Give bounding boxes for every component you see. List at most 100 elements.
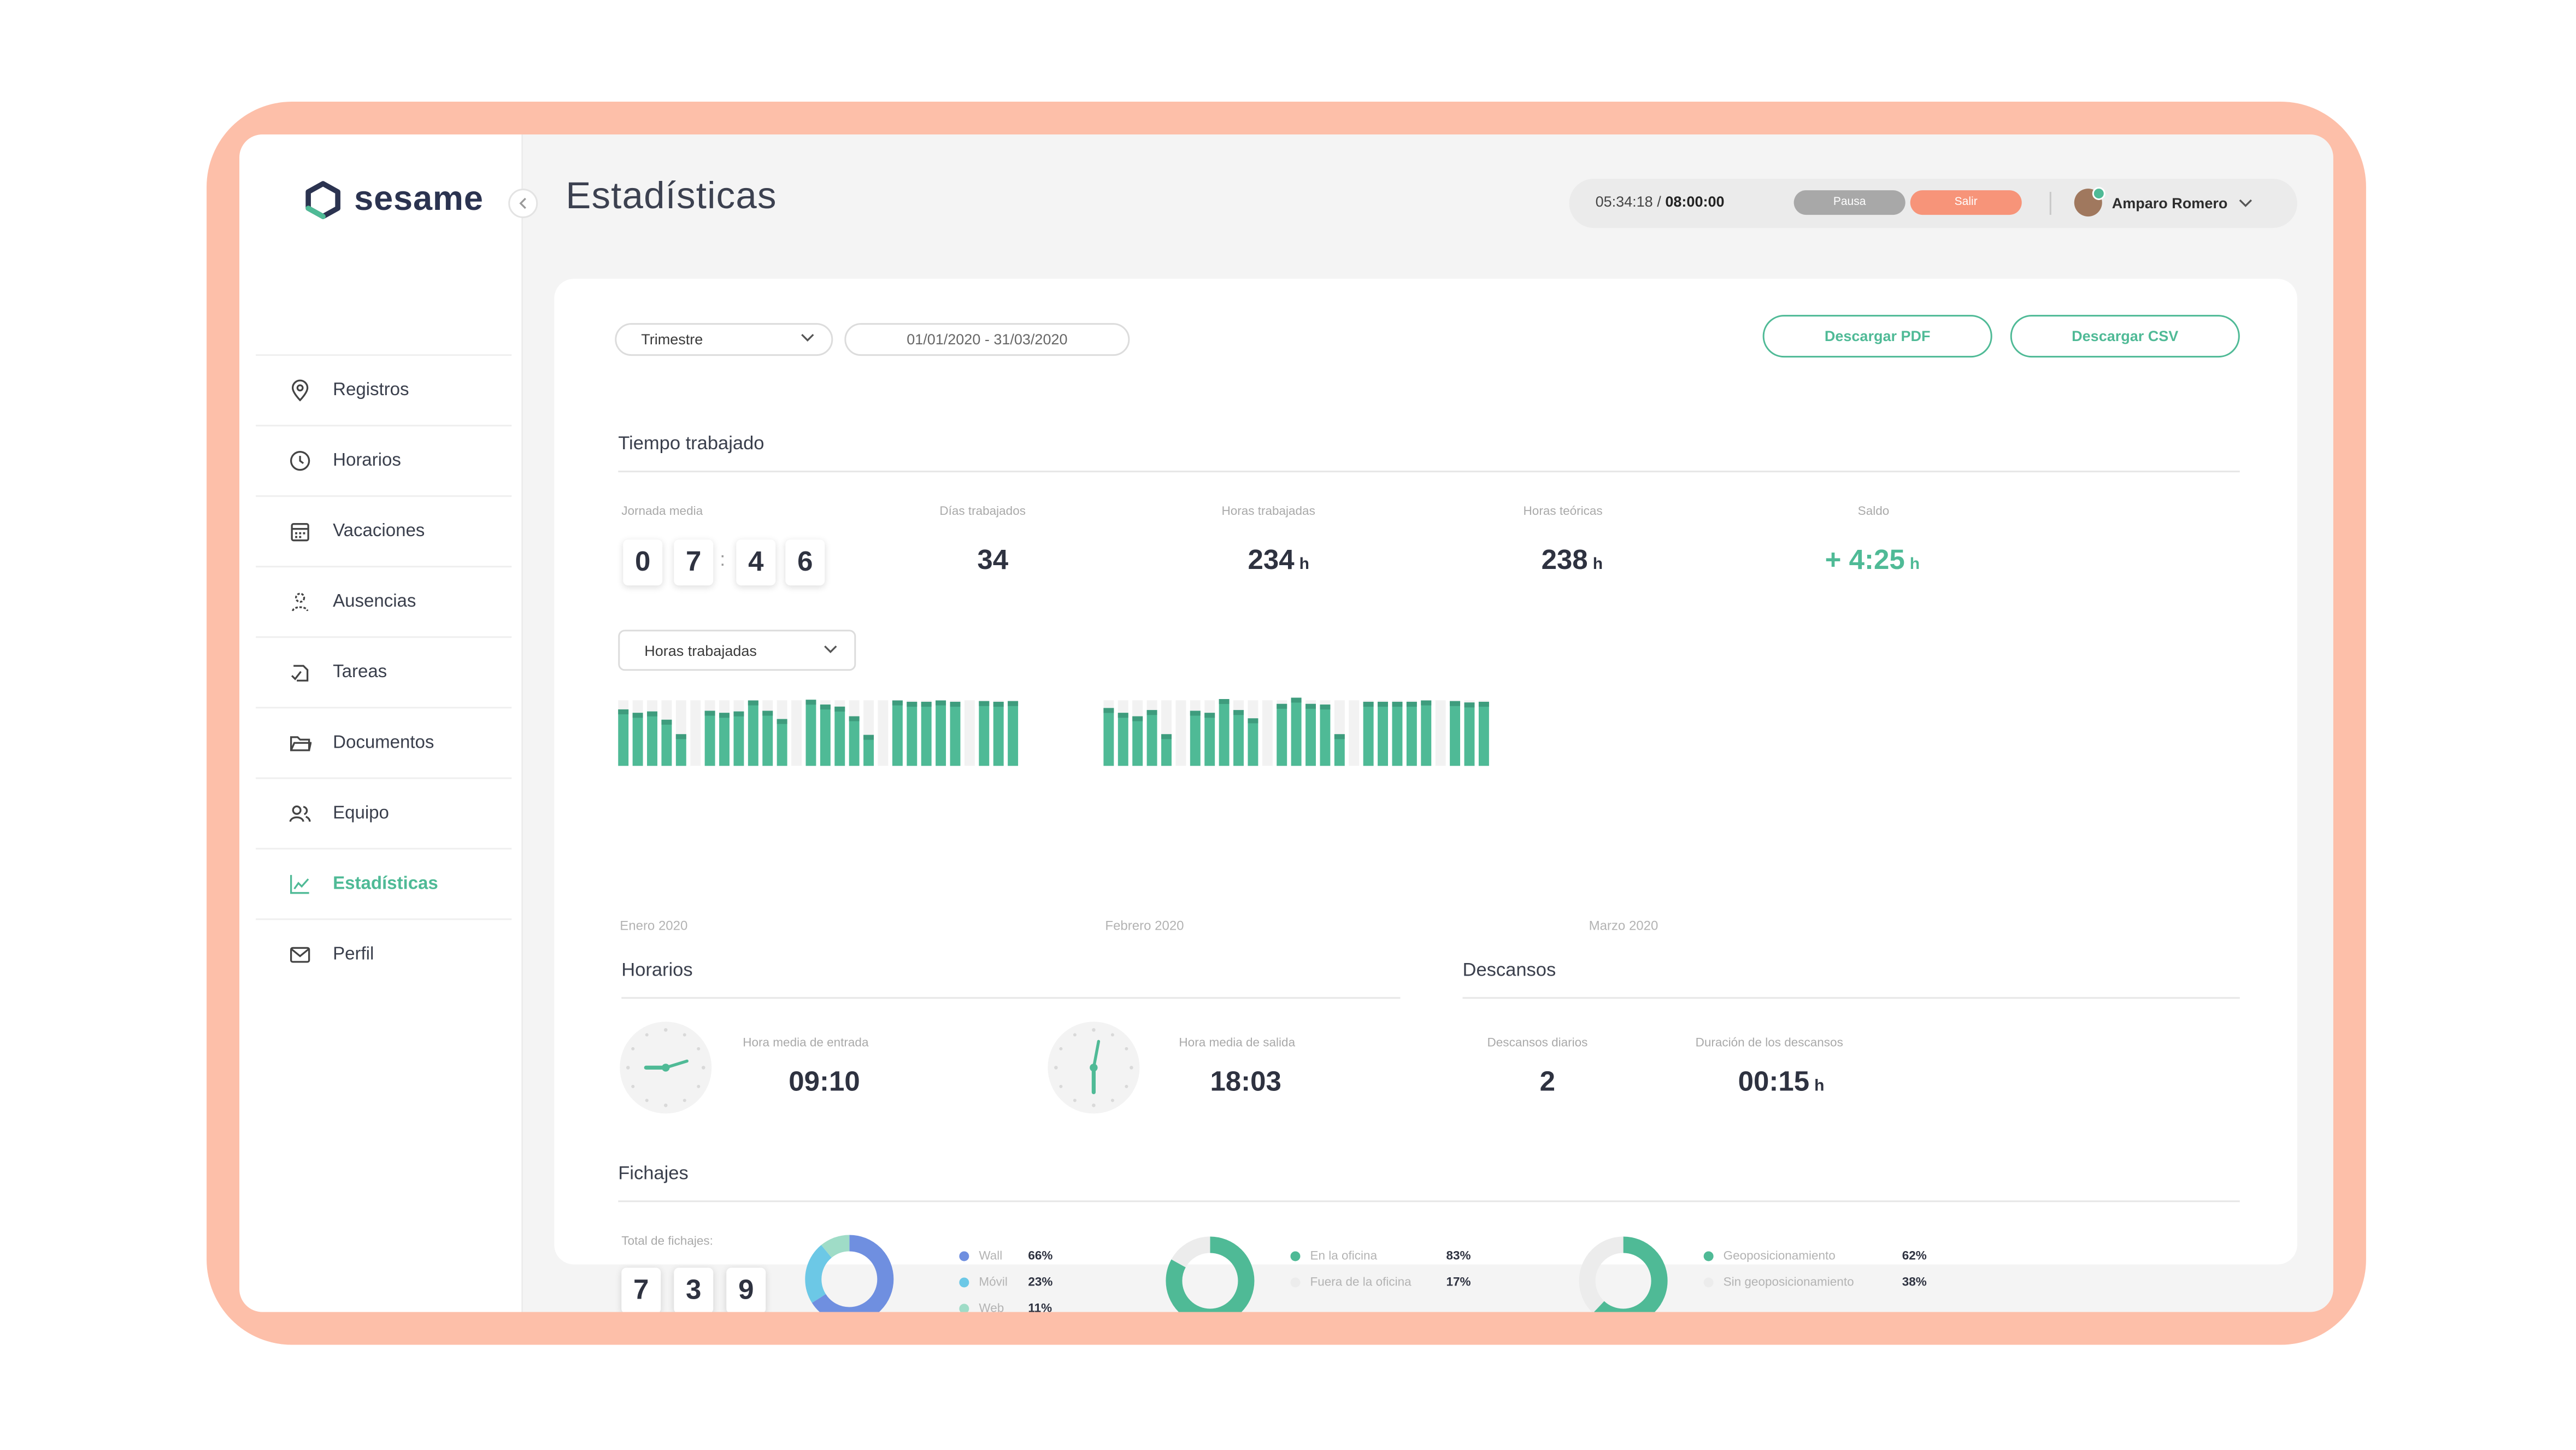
saldo-unit: h <box>1909 556 1920 574</box>
sidebar-item-perfil[interactable]: Perfil <box>256 918 512 989</box>
chart-bar[interactable] <box>733 711 744 766</box>
donut-slice[interactable] <box>1579 1236 1668 1312</box>
chart-bar-cap <box>820 705 831 710</box>
donut-slice[interactable] <box>805 1235 894 1312</box>
chart-bar[interactable] <box>834 706 845 766</box>
chart-bar[interactable] <box>1450 701 1461 766</box>
donut-slice[interactable] <box>805 1235 894 1312</box>
chart-bar[interactable] <box>1132 716 1143 766</box>
chart-bar[interactable] <box>979 701 990 766</box>
teoricas-value: 238 h <box>1542 544 1603 577</box>
chart-bar[interactable] <box>936 700 946 766</box>
chart-bar[interactable] <box>1233 710 1244 766</box>
exit-button[interactable]: Salir <box>1910 190 2022 215</box>
chart-bar[interactable] <box>1305 703 1316 766</box>
date-range-value: 01/01/2020 - 31/03/2020 <box>907 331 1068 348</box>
sidebar-item-horarios[interactable]: Horarios <box>256 425 512 495</box>
chart-bar[interactable] <box>907 702 918 766</box>
chart-bar[interactable] <box>675 734 686 766</box>
chart-bar[interactable] <box>1008 701 1019 766</box>
chart-bar[interactable] <box>1392 702 1403 766</box>
chart-bar-cap <box>704 711 715 716</box>
chart-bar[interactable] <box>1478 702 1489 766</box>
legend-dot <box>1290 1276 1301 1287</box>
chart-bar[interactable] <box>762 711 773 766</box>
clock-icon <box>290 451 310 471</box>
sidebar-item-tareas[interactable]: Tareas <box>256 636 512 707</box>
download-pdf-button[interactable]: Descargar PDF <box>1762 315 1992 358</box>
chart-bar[interactable] <box>1464 702 1475 766</box>
bar-background <box>791 700 802 766</box>
chart-bar[interactable] <box>1204 713 1215 766</box>
sidebar-item-estadisticas[interactable]: Estadísticas <box>256 848 512 918</box>
period-select[interactable]: Trimestre <box>615 323 833 356</box>
chart-bar[interactable] <box>1146 710 1157 766</box>
chart-metric-value: Horas trabajadas <box>644 642 757 659</box>
chart-bar[interactable] <box>647 711 657 766</box>
chart-bar-cap <box>1277 703 1287 709</box>
chart-bar[interactable] <box>704 711 715 766</box>
chart-bar[interactable] <box>805 700 816 766</box>
sidebar-item-label: Vacaciones <box>333 521 425 542</box>
chart-bar-cap <box>863 735 874 740</box>
sidebar-item-equipo[interactable]: Equipo <box>256 777 512 848</box>
chart-bar[interactable] <box>632 713 643 766</box>
bar-background <box>1262 700 1273 766</box>
chart-bar[interactable] <box>950 702 961 766</box>
chart-bar[interactable] <box>1421 700 1432 766</box>
fichajes-digit: 9 <box>726 1267 766 1312</box>
chart-bar-cap <box>1392 702 1403 707</box>
date-range-input[interactable]: 01/01/2020 - 31/03/2020 <box>844 323 1130 356</box>
chart-bar[interactable] <box>820 705 831 766</box>
chart-bar-cap <box>719 713 730 718</box>
sidebar-item-vacaciones[interactable]: Vacaciones <box>256 495 512 566</box>
chart-bar[interactable] <box>863 735 874 766</box>
pause-button[interactable]: Pausa <box>1793 190 1905 215</box>
chart-bar[interactable] <box>1334 734 1345 766</box>
chart-bar[interactable] <box>748 700 758 766</box>
chart-bar[interactable] <box>1320 705 1331 766</box>
chart-bar[interactable] <box>921 702 932 766</box>
chart-bar-cap <box>647 711 657 717</box>
chart-bar-cap <box>993 702 1004 707</box>
chart-metric-select[interactable]: Horas trabajadas <box>618 630 856 671</box>
collapse-sidebar-button[interactable] <box>508 189 538 219</box>
chart-bar-cap <box>936 700 946 706</box>
chart-bar[interactable] <box>1291 697 1302 766</box>
chart-bar[interactable] <box>1406 702 1417 766</box>
saldo-label: Saldo <box>1857 503 1890 519</box>
chart-bar[interactable] <box>661 719 672 766</box>
chart-bar[interactable] <box>993 702 1004 766</box>
period-select-value: Trimestre <box>641 331 703 348</box>
chart-bar[interactable] <box>1378 702 1389 766</box>
legend-percent: 23% <box>1028 1274 1053 1289</box>
chart-bar[interactable] <box>1219 699 1230 766</box>
chart-bar[interactable] <box>1190 711 1201 766</box>
chart-bar[interactable] <box>1103 708 1114 766</box>
page-title: Estadísticas <box>566 174 777 217</box>
chart-bar[interactable] <box>719 713 730 766</box>
user-menu[interactable]: Amparo Romero <box>2074 187 2252 217</box>
app-logo[interactable]: sesame <box>302 179 484 221</box>
sidebar-item-ausencias[interactable]: Ausencias <box>256 566 512 636</box>
chart-bar[interactable] <box>777 719 787 766</box>
chart-bar[interactable] <box>1161 734 1172 766</box>
sidebar-item-documentos[interactable]: Documentos <box>256 707 512 777</box>
section-title-tiempo: Tiempo trabajado <box>618 435 764 455</box>
legend-item: En la oficina <box>1290 1248 1377 1263</box>
download-csv-button[interactable]: Descargar CSV <box>2010 315 2240 358</box>
chart-bar[interactable] <box>1118 713 1128 766</box>
chart-bar[interactable] <box>1363 702 1374 766</box>
chart-bar[interactable] <box>849 716 860 766</box>
user-name: Amparo Romero <box>2112 194 2228 211</box>
sidebar-item-registros[interactable]: Registros <box>256 354 512 425</box>
donut-slice[interactable] <box>1166 1236 1255 1312</box>
chart-bar[interactable] <box>1248 718 1258 766</box>
chart-bar-cap <box>1378 702 1389 707</box>
chart-bar[interactable] <box>618 709 629 766</box>
chart-bar-cap <box>1103 708 1114 713</box>
chart-icon <box>290 874 309 894</box>
chart-bar[interactable] <box>892 700 903 766</box>
chart-bar[interactable] <box>1277 703 1287 766</box>
legend-percent: 38% <box>1902 1274 1927 1289</box>
